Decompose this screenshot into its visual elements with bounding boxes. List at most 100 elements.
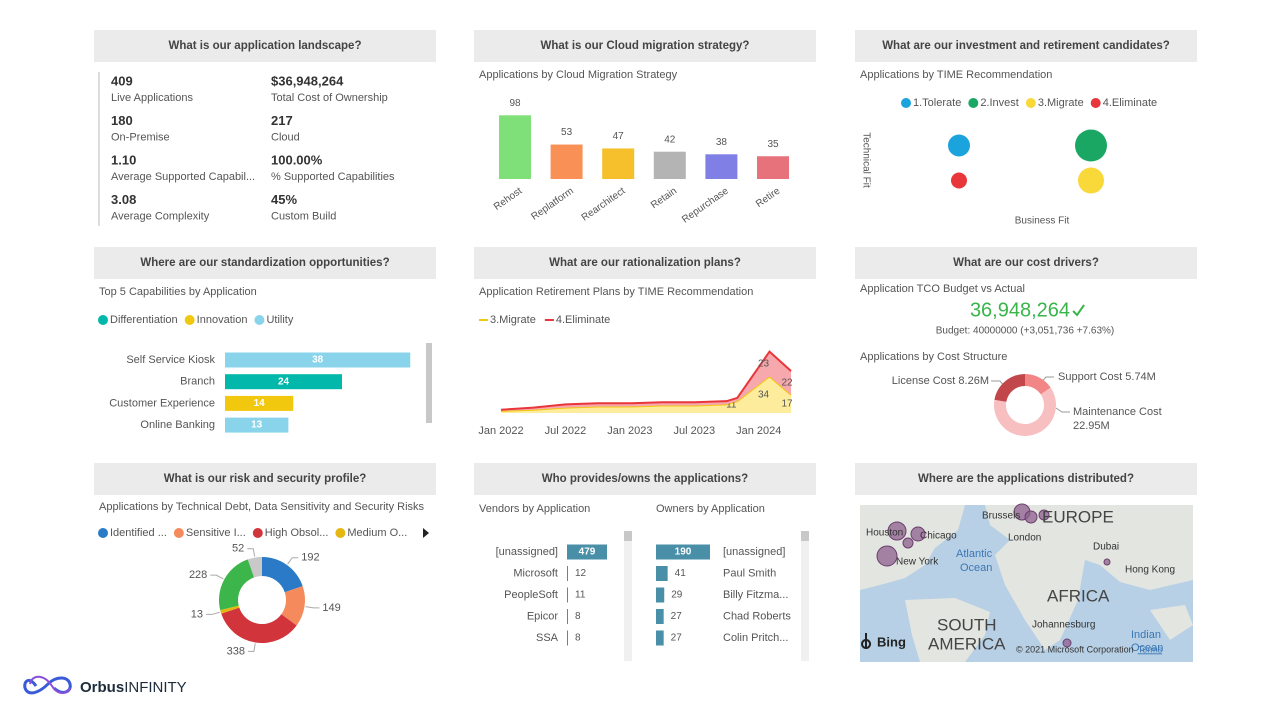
legend-swatch [1025, 98, 1036, 108]
bar [550, 144, 583, 179]
kpi-title: Application TCO Budget vs Actual [860, 283, 1025, 295]
panel-header [855, 247, 1197, 279]
map-label: Dubai [1093, 542, 1119, 553]
data-label: 42 [664, 134, 676, 145]
legend-swatch [901, 98, 911, 108]
data-label: 38 [312, 355, 324, 366]
bing-logo [861, 633, 872, 649]
bar [656, 566, 668, 581]
leader-line [210, 574, 224, 580]
map-label: Brussels [982, 511, 1020, 522]
kpi-label: % Supported Capabilities [271, 171, 395, 183]
map-bubble[interactable] [1038, 509, 1050, 521]
legend-label: Sensitive I... [186, 527, 246, 539]
donut-slice [994, 374, 1025, 402]
kpi-value: 180 [111, 113, 133, 128]
bar [225, 417, 289, 433]
map-credit: © 2021 Microsoft Corporation [1016, 644, 1134, 654]
x-axis-label: Business Fit [1015, 216, 1070, 227]
panel-header [94, 30, 436, 62]
chart-title: Applications by Cloud Migration Strategy [479, 69, 678, 81]
y-tick-label: Epicor [527, 610, 559, 622]
legend-swatch [98, 528, 108, 538]
bubble [951, 172, 967, 189]
line [500, 350, 792, 411]
leader-line [247, 548, 256, 557]
y-tick-label: PeopleSoft [504, 589, 558, 601]
data-label: 24 [278, 376, 290, 387]
brand-logo [23, 675, 72, 695]
panel-heading: What is our risk and security profile? [164, 473, 367, 485]
map-bubble[interactable] [910, 526, 926, 542]
legend-label: 1.Tolerate [913, 97, 961, 109]
data-label: 34 [758, 389, 770, 400]
legend-label: Medium O... [347, 527, 407, 539]
slice-name: Maintenance Cost [1073, 406, 1162, 418]
bar [656, 630, 664, 646]
y-tick-label: Self Service Kiosk [126, 354, 215, 366]
data-label: 27 [671, 611, 683, 622]
data-label: 338 [227, 645, 245, 657]
legend-label: Identified ... [110, 527, 167, 539]
legend-label: High Obsol... [265, 527, 329, 539]
donut-slice [994, 387, 1056, 436]
data-label: 41 [675, 568, 687, 579]
panel-heading: Who provides/owns the applications? [542, 473, 748, 485]
bar [656, 609, 664, 624]
y-tick-label: Microsoft [513, 567, 558, 579]
y-tick-label: SSA [536, 632, 559, 644]
slice-value: 22.95M [1073, 420, 1110, 432]
scrollbar[interactable] [801, 531, 809, 541]
panel-heading: Where are the applications distributed? [918, 473, 1134, 485]
bar [567, 566, 569, 581]
bar [567, 630, 568, 646]
land [905, 598, 990, 662]
legend-swatch [968, 98, 979, 108]
brand-bold: Orbus [80, 679, 124, 696]
map-label: SOUTH [937, 615, 997, 634]
slice-value: 5.74M [1125, 371, 1156, 383]
map-bubble[interactable] [902, 537, 914, 549]
legend-label: 4.Eliminate [556, 314, 610, 326]
data-label: 8 [575, 633, 581, 644]
map-bubble[interactable] [1024, 510, 1038, 524]
chart-title: Top 5 Capabilities by Application [99, 286, 257, 298]
legend-label: Utility [266, 314, 293, 326]
legend-next[interactable] [423, 528, 429, 538]
kpi-value: 1.10 [111, 152, 136, 167]
bar [705, 154, 738, 179]
kpi-value: 409 [111, 73, 133, 88]
chart-title: Applications by TIME Recommendation [860, 69, 1052, 81]
data-label: 52 [232, 543, 244, 555]
data-label: 53 [561, 127, 573, 138]
data-label: 192 [301, 552, 319, 564]
map-bubble[interactable] [887, 521, 907, 541]
land [860, 505, 965, 590]
panel-header [855, 463, 1197, 495]
data-label: 23 [758, 359, 770, 370]
map-label: Hong Kong [1125, 565, 1175, 576]
bar [602, 148, 635, 179]
map-label: AFRICA [1047, 586, 1110, 605]
kpi-label: On-Premise [111, 131, 170, 143]
scrollbar[interactable] [624, 531, 632, 541]
scrollbar[interactable] [426, 343, 432, 423]
panel-heading: What are our rationalization plans? [549, 257, 741, 269]
x-tick-label: Jan 2024 [736, 425, 781, 437]
leader-line [206, 611, 220, 615]
map-bubble[interactable] [1062, 638, 1072, 648]
data-label: 190 [675, 547, 692, 558]
bar [225, 395, 294, 411]
kpi-value: $36,948,264 [271, 73, 344, 88]
data-label: 13 [251, 420, 263, 431]
map-terms[interactable]: Terms [1138, 644, 1163, 654]
legend-label: 3.Migrate [490, 314, 536, 326]
y-tick-label: Chad Roberts [723, 610, 791, 622]
donut-slice [1025, 374, 1051, 395]
map-bubble[interactable] [876, 545, 898, 567]
slice-label: Maintenance Cost 22.95M [1073, 406, 1162, 432]
panel-heading: What are our investment and retirement c… [882, 40, 1170, 52]
map-bubble[interactable] [1103, 558, 1111, 566]
panel-heading: What is our Cloud migration strategy? [541, 40, 750, 52]
kpi-check [1072, 304, 1085, 317]
